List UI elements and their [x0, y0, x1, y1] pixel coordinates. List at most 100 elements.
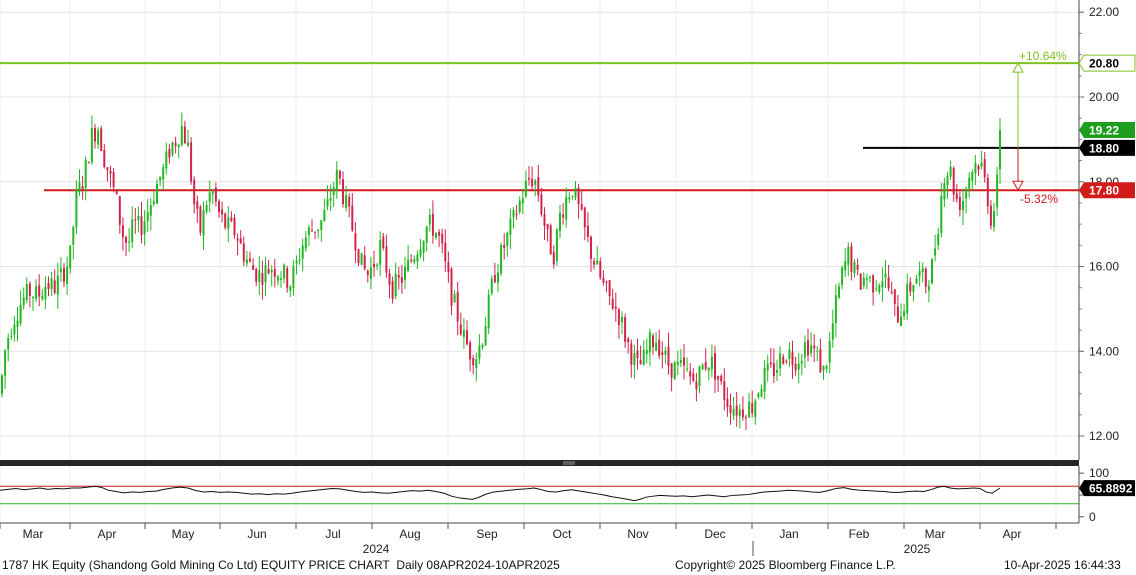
candle-body: [140, 216, 143, 236]
candle-body: [968, 177, 971, 189]
candle-body: [289, 286, 292, 291]
candle-body: [379, 240, 382, 265]
downside-label: -5.32%: [1020, 192, 1058, 206]
candle-body: [199, 206, 202, 233]
candle-body: [732, 408, 735, 416]
candle-body: [103, 150, 106, 168]
candle-body: [881, 281, 884, 288]
ref-tag-17-80: 17.80: [1079, 182, 1135, 199]
candle-body: [819, 349, 822, 373]
rsi-last-tag-text: 65.8892: [1089, 482, 1133, 496]
candle-body: [205, 205, 208, 212]
panel-divider[interactable]: [0, 460, 1079, 466]
candle-body: [357, 249, 360, 264]
candle-body: [974, 163, 977, 174]
candle-body: [348, 196, 351, 207]
candle-body: [326, 199, 329, 207]
candle-body: [490, 278, 493, 294]
candle-body: [90, 127, 93, 163]
candle-body: [78, 182, 81, 192]
candle-body: [100, 128, 103, 151]
candle-body: [332, 187, 335, 196]
candle-body: [996, 174, 999, 208]
candle-body: [342, 179, 344, 205]
ref-tag-18-80-box: [1079, 139, 1135, 156]
ref-tag-18-80-text: 18.80: [1089, 141, 1119, 155]
candle-body: [927, 286, 930, 291]
upside-arrow-head: [1012, 62, 1024, 73]
candle-body: [580, 204, 583, 210]
candle-body: [673, 362, 676, 380]
candle-body: [249, 258, 251, 262]
candle-body: [872, 275, 875, 293]
candle-body: [909, 282, 912, 292]
candle-body: [689, 371, 692, 377]
candle-body: [35, 286, 38, 300]
candle-body: [748, 401, 751, 418]
candle-body: [500, 245, 503, 274]
candle-body: [745, 417, 747, 419]
candle-body: [797, 363, 800, 370]
candle-body: [934, 248, 937, 256]
candle-body: [286, 268, 289, 288]
candle-body: [543, 214, 546, 226]
candle-body: [921, 268, 924, 272]
price-panel: [0, 0, 1079, 460]
candle-body: [562, 214, 565, 218]
candle-body: [413, 258, 416, 263]
candle-body: [586, 225, 589, 237]
candle-body: [614, 306, 617, 309]
candle-body: [667, 346, 670, 367]
candle-body: [239, 238, 242, 244]
candle-body: [670, 363, 673, 378]
ref-tag-17-80-box: [1079, 182, 1135, 199]
candle-body: [568, 197, 571, 200]
candle-body: [69, 245, 72, 269]
candle-body: [531, 179, 534, 187]
candle-body: [456, 291, 459, 322]
candle-body: [949, 166, 952, 177]
candle-body: [989, 205, 992, 226]
candle-body: [676, 361, 679, 365]
candle-body: [276, 276, 279, 281]
candle-body: [376, 264, 379, 266]
candle-body: [338, 170, 341, 179]
candle-body: [159, 176, 162, 181]
candle-body: [4, 350, 7, 376]
candle-body: [828, 340, 831, 363]
candle-body: [683, 357, 685, 366]
candle-body: [487, 294, 490, 329]
candle-body: [704, 362, 707, 369]
candle-body: [999, 130, 1001, 170]
candle-body: [28, 283, 31, 297]
candle-body: [431, 213, 434, 236]
candle-body: [425, 226, 428, 243]
candle-body: [552, 252, 555, 265]
candle-body: [679, 360, 682, 364]
candle-body: [47, 283, 50, 289]
month-label: Apr: [1003, 527, 1022, 541]
candle-body: [335, 169, 338, 190]
rsi-tick-label: 0: [1089, 510, 1096, 524]
candle-body: [844, 261, 847, 271]
candle-body: [497, 272, 499, 283]
candle-body: [462, 330, 465, 337]
candle-body: [13, 324, 16, 335]
candle-body: [599, 261, 602, 278]
rsi-last-tag-box: [1079, 480, 1135, 497]
candle-body: [900, 316, 902, 326]
candle-body: [447, 262, 450, 273]
candle-body: [896, 306, 899, 323]
chart-period: Daily 08APR2024-10APR2025: [396, 558, 560, 572]
candle-body: [617, 309, 620, 326]
candle-body: [853, 262, 856, 274]
ref-tag-20-80-box: [1078, 54, 1136, 72]
candle-body: [686, 368, 689, 370]
candle-body: [115, 190, 118, 194]
rsi-last-tag: 65.8892: [1079, 480, 1135, 497]
candle-body: [583, 207, 586, 228]
candle-body: [156, 183, 158, 204]
candle-body: [652, 335, 654, 348]
candle-body: [53, 280, 56, 293]
